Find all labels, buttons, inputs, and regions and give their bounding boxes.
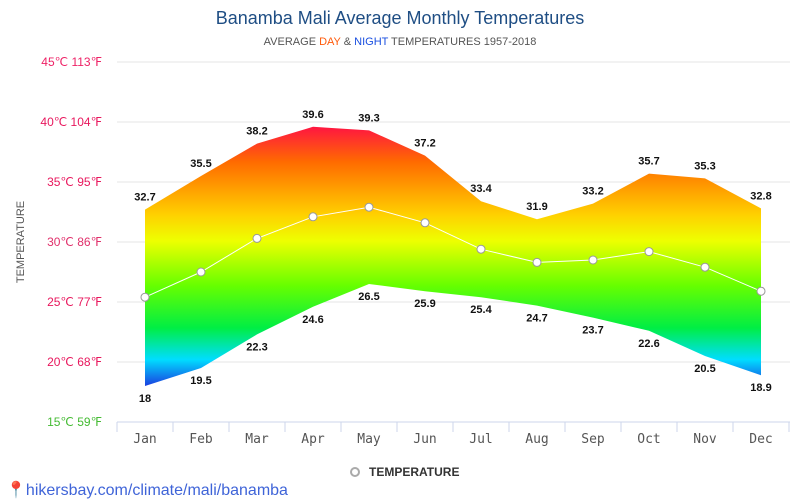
day-value-label: 33.2: [582, 186, 603, 198]
day-value-label: 39.3: [358, 112, 379, 124]
temperature-point: [308, 212, 318, 222]
temperature-point: [252, 233, 262, 243]
location-pin-icon: 📍: [6, 482, 26, 499]
day-value-label: 38.2: [246, 126, 267, 138]
night-value-label: 20.5: [694, 363, 715, 375]
day-value-label: 32.7: [134, 192, 155, 204]
temperature-point: [364, 202, 374, 212]
x-tick-label: Mar: [245, 432, 269, 447]
temperature-line: [144, 206, 762, 298]
day-value-label: 37.2: [414, 138, 435, 150]
source-link-text[interactable]: hikersbay.com/climate/mali/banamba: [25, 482, 288, 499]
day-value-label: 33.4: [470, 183, 492, 195]
temperature-point: [476, 244, 486, 254]
legend-label: TEMPERATURE: [369, 465, 459, 479]
night-value-label: 25.4: [470, 304, 492, 316]
legend[interactable]: TEMPERATURE: [350, 465, 459, 479]
x-tick-label: Aug: [525, 432, 548, 447]
legend-marker: [350, 467, 360, 477]
day-value-label: 31.9: [526, 201, 547, 213]
day-value-label: 35.5: [190, 158, 211, 170]
night-value-label: 24.7: [526, 313, 547, 325]
day-night-range-area: [145, 126, 761, 387]
temperature-point: [420, 218, 430, 228]
y-tick-label: 15℃ 59℉: [47, 415, 102, 429]
x-tick-label: Jun: [413, 432, 436, 447]
subtitle-amp: &: [340, 36, 355, 48]
day-value-label: 32.8: [750, 190, 771, 202]
temperature-point: [700, 262, 710, 272]
temperature-point: [532, 257, 542, 267]
temperature-point: [644, 247, 654, 257]
night-value-label: 18: [139, 393, 151, 405]
subtitle-day: DAY: [319, 36, 341, 48]
day-value-label: 39.6: [302, 109, 323, 121]
x-tick-label: Nov: [693, 432, 717, 447]
x-tick-label: Feb: [189, 432, 213, 447]
x-tick-label: May: [357, 432, 381, 447]
y-tick-label: 20℃ 68℉: [47, 355, 102, 369]
day-value-label: 35.7: [638, 156, 659, 168]
x-tick-label: Dec: [749, 432, 772, 447]
x-tick-label: Sep: [581, 432, 605, 447]
night-value-label: 24.6: [302, 314, 323, 326]
temperature-point: [196, 267, 206, 277]
subtitle-suffix: TEMPERATURES 1957-2018: [388, 36, 537, 48]
night-value-label: 19.5: [190, 375, 211, 387]
subtitle-prefix: AVERAGE: [263, 36, 320, 48]
y-tick-label: 30℃ 86℉: [47, 235, 102, 249]
night-value-label: 25.9: [414, 298, 435, 310]
y-tick-label: 40℃ 104℉: [40, 115, 102, 129]
y-tick-label: 25℃ 77℉: [47, 295, 102, 309]
y-axis-label: TEMPERATURE: [15, 201, 27, 283]
chart-subtitle: AVERAGE DAY & NIGHT TEMPERATURES 1957-20…: [0, 36, 800, 48]
night-value-label: 22.3: [246, 341, 267, 353]
x-tick-label: Jul: [469, 432, 492, 447]
y-tick-label: 45℃ 113℉: [41, 55, 102, 69]
x-tick-label: Apr: [301, 432, 325, 447]
x-tick-label: Oct: [637, 432, 660, 447]
night-value-label: 22.6: [638, 338, 659, 350]
temperature-point: [756, 286, 766, 296]
x-tick-label: Jan: [133, 432, 156, 447]
night-value-label: 18.9: [750, 382, 771, 394]
night-value-label: 26.5: [358, 291, 379, 303]
subtitle-night: NIGHT: [354, 36, 389, 48]
day-value-label: 35.3: [694, 160, 715, 172]
chart-title: Banamba Mali Average Monthly Temperature…: [215, 8, 585, 28]
temperature-point: [140, 292, 150, 302]
y-tick-label: 35℃ 95℉: [47, 175, 102, 189]
temperature-point: [588, 255, 598, 265]
source-link[interactable]: 📍hikersbay.com/climate/mali/banamba: [6, 480, 288, 500]
night-value-label: 23.7: [582, 325, 603, 337]
